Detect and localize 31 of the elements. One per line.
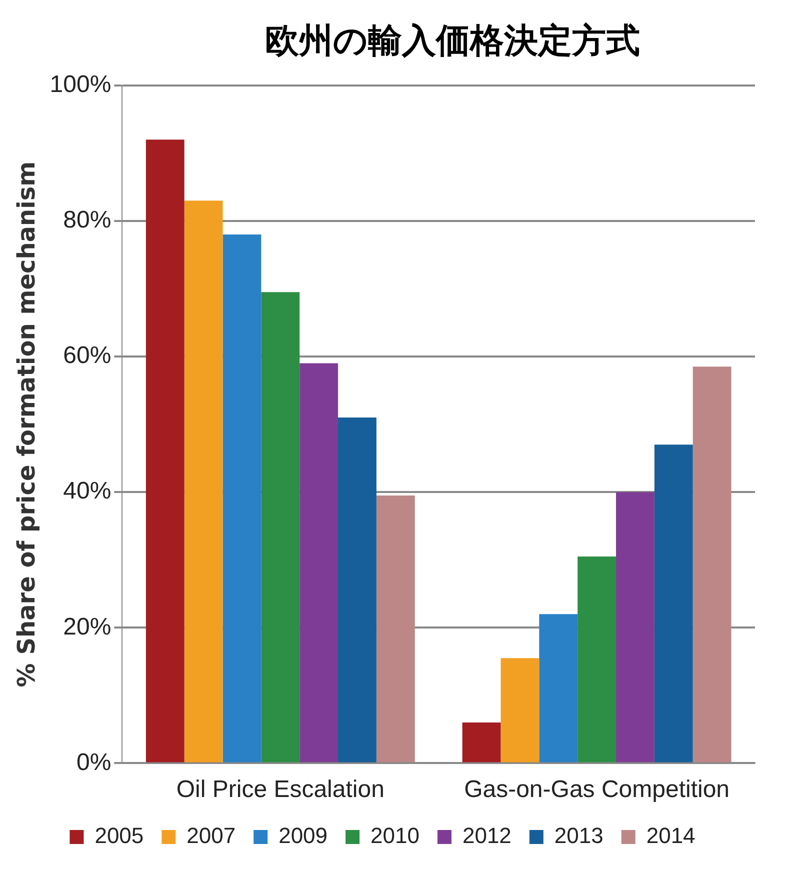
bar [338,418,376,762]
bar [376,495,415,762]
x-tick-label: Oil Price Escalation [176,776,384,804]
y-tick-label: 20% [63,613,112,640]
y-tick-label: 100% [50,71,112,98]
bar [654,444,693,762]
bar [692,366,732,762]
legend-label: 2010 [370,823,420,848]
bar [616,492,654,762]
bar [300,363,338,762]
bar [500,658,540,762]
bar [261,292,300,762]
bar [462,722,501,762]
x-tick-label: Gas-on-Gas Competition [464,776,730,804]
bar [146,140,184,762]
y-tick-label: 60% [63,342,112,370]
legend-label: 2007 [186,823,236,848]
bar [578,556,616,762]
legend-label: 2012 [462,823,512,848]
y-tick-label: 40% [63,478,112,505]
bar [222,234,262,762]
y-tick-label: 80% [63,206,112,234]
y-axis-title: % Share of price formation mechanism [12,161,41,688]
legend-label: 2005 [94,823,144,848]
bar [184,200,223,762]
legend-label: 2009 [278,823,328,848]
y-tick-label: 0% [76,748,112,776]
chart-title: 欧州の輸入価格決定方式 [264,20,641,63]
legend-label: 2014 [646,823,696,848]
bar [539,614,578,762]
legend-label: 2013 [554,823,604,848]
